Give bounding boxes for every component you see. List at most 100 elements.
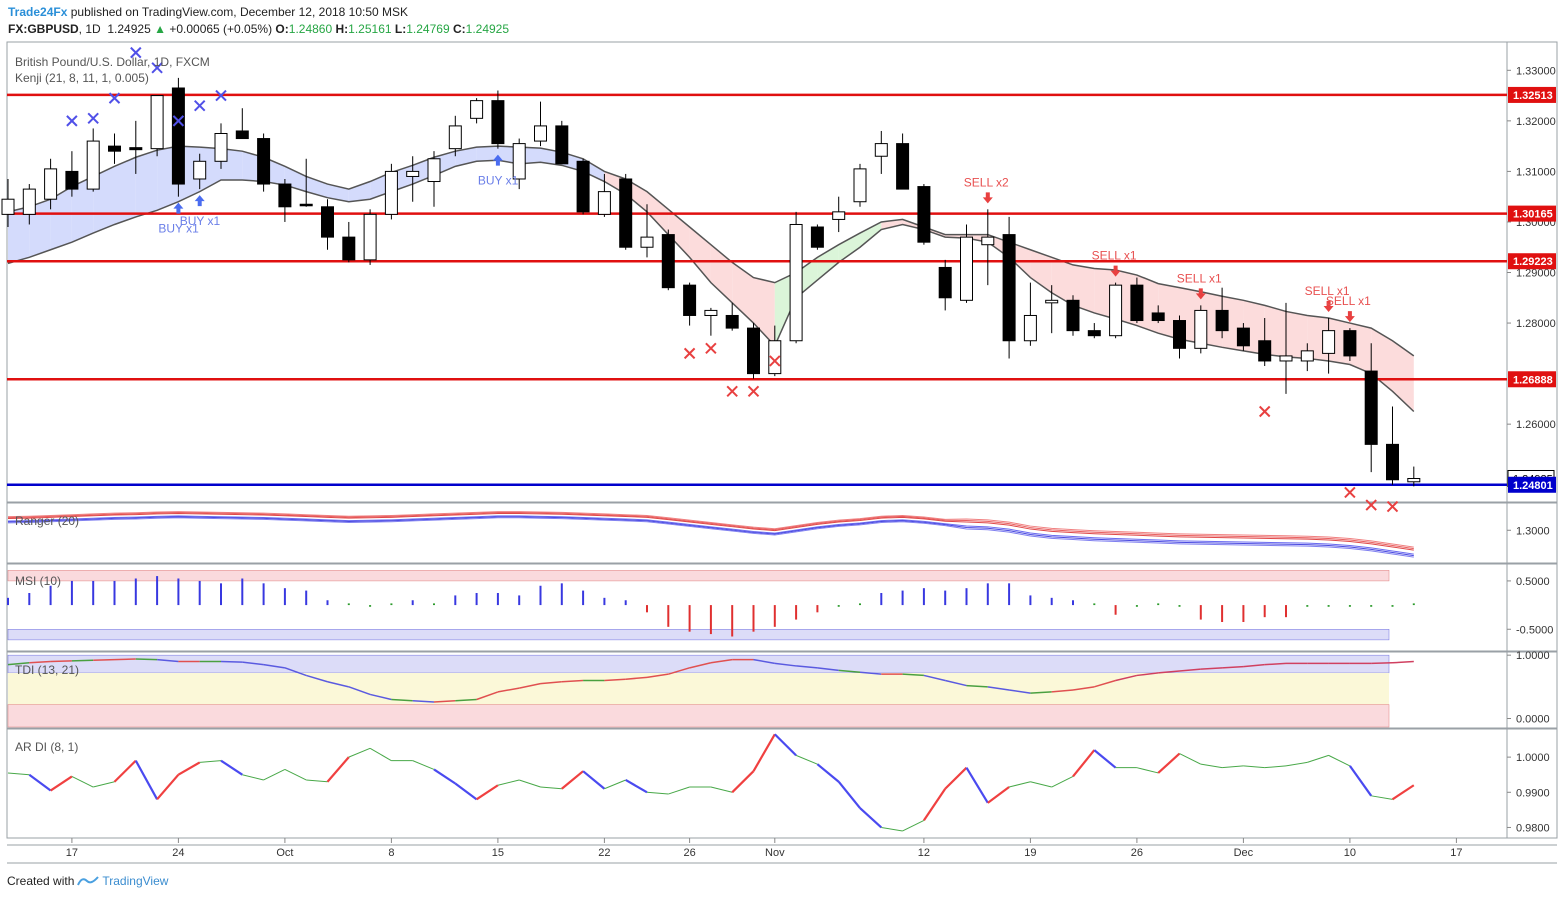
low-label: L: — [394, 22, 407, 36]
ardi-line-segment — [412, 760, 435, 770]
tdi-line-segment — [1371, 662, 1393, 665]
ardi-line-segment — [881, 826, 903, 832]
ardi-line-segment — [369, 747, 392, 762]
cross-stroke-b — [108, 92, 121, 104]
candle-bullish — [44, 168, 58, 200]
high-label: H: — [335, 22, 349, 36]
ardi-line-segment — [71, 776, 94, 788]
candle-bullish — [832, 211, 846, 220]
tdi-axis-label: 0.0000 — [1516, 714, 1550, 726]
main-legend-title: British Pound/U.S. Dollar, 1D, FXCM — [15, 55, 210, 69]
cross-marker-icon — [1365, 499, 1377, 511]
candle-bullish — [363, 213, 377, 261]
pane-frame-4 — [6, 728, 1558, 839]
sell-arrow-icon — [1323, 301, 1334, 312]
level-price-label: 1.29223 — [1513, 256, 1553, 268]
candle-bearish — [129, 147, 143, 151]
publish-header: Trade24Fx published on TradingView.com, … — [8, 5, 408, 19]
tdi-line-segment — [1243, 663, 1265, 668]
tdi-line-segment — [817, 667, 839, 672]
ardi-line-segment — [1307, 754, 1329, 763]
candle-bearish — [1087, 330, 1101, 337]
ardi-line-segment — [668, 786, 690, 795]
sell-arrow-icon — [1110, 265, 1121, 277]
candle-bearish — [491, 100, 505, 145]
tdi-line-segment — [604, 678, 626, 682]
candle-bullish — [534, 125, 547, 142]
ardi-line-segment — [837, 781, 861, 809]
ardi-axis-label: 0.9900 — [1516, 787, 1550, 799]
ranger-band-line — [7, 517, 1414, 558]
kenji-cloud-segment — [860, 221, 882, 248]
high-value: 1.25161 — [348, 22, 392, 36]
ardi-line-segment — [816, 763, 840, 783]
ardi-line-segment — [795, 754, 818, 765]
open-label: O: — [275, 22, 289, 36]
cross-stroke-b — [172, 115, 185, 127]
ranger-band-line — [7, 516, 1414, 557]
ranger-legend: Ranger (20) — [15, 514, 80, 528]
time-axis-label: 19 — [1024, 847, 1036, 859]
cross-marker-icon — [130, 46, 142, 59]
tdi-neutral-zone — [8, 672, 1389, 705]
ardi-line-segment — [1093, 749, 1117, 769]
kenji-cloud-segment — [8, 206, 30, 264]
candle-bearish — [299, 203, 313, 207]
candle-bearish — [1151, 312, 1165, 322]
price-change: +0.00065 (+0.05%) — [169, 22, 273, 36]
tradingview-link[interactable]: TradingView — [102, 874, 169, 888]
candle-bullish — [193, 160, 207, 180]
tdi-line-segment — [114, 658, 136, 661]
tdi-axis-label: 1.0000 — [1516, 650, 1550, 662]
published-text: published on TradingView.com, December 1… — [70, 5, 409, 19]
resistance-price-tag — [1508, 371, 1556, 388]
tdi-line-segment — [305, 674, 328, 683]
close-label: C: — [452, 22, 466, 36]
kenji-cloud-segment — [455, 147, 477, 167]
candle-bearish — [1130, 284, 1144, 322]
ardi-line-segment — [113, 759, 137, 783]
tdi-line-segment — [1094, 679, 1116, 688]
candle-bullish — [1279, 355, 1293, 362]
tdi-line-segment — [29, 660, 51, 664]
created-with-text: Created with — [7, 874, 75, 888]
time-axis-label: Dec — [1234, 847, 1254, 859]
candle-bearish — [1364, 370, 1378, 445]
ardi-line-segment — [475, 784, 499, 801]
cross-stroke-b — [66, 115, 78, 127]
cross-marker-icon — [1258, 405, 1271, 418]
tradingview-logo-icon — [77, 876, 100, 886]
ardi-line-segment — [306, 779, 328, 783]
cross-marker-icon — [769, 355, 781, 367]
tdi-line-segment — [263, 663, 286, 669]
candle-bullish — [1300, 350, 1314, 362]
tdi-line-segment — [93, 658, 115, 661]
ardi-line-segment — [1285, 761, 1308, 767]
ardi-line-segment — [497, 779, 520, 786]
level-price-label: 1.26888 — [1513, 374, 1553, 386]
candle-bearish — [747, 327, 760, 375]
sell-signal-label: SELL x2 — [964, 175, 1009, 189]
ranger-band-line — [7, 512, 1414, 551]
ardi-line-segment — [1072, 749, 1096, 778]
cross-stroke-b — [726, 385, 738, 398]
candle-bearish — [725, 314, 739, 329]
ardi-line-segment — [774, 733, 797, 757]
ardi-line-segment — [199, 760, 222, 763]
tdi-line-segment — [561, 679, 584, 683]
ardi-line-segment — [561, 770, 584, 790]
kenji-cloud-segment — [668, 209, 690, 258]
tdi-line-segment — [220, 660, 243, 663]
tdi-line-segment — [1392, 660, 1414, 664]
cross-stroke-b — [705, 342, 717, 355]
publisher-name[interactable]: Trade24Fx — [8, 5, 68, 19]
ardi-line-segment — [540, 786, 562, 790]
cross-marker-icon — [726, 385, 738, 398]
tdi-line-segment — [50, 660, 72, 663]
candle-bearish — [257, 138, 271, 185]
time-axis-label: 15 — [492, 847, 504, 859]
price-axis-tick-label: 1.26000 — [1516, 419, 1556, 431]
cross-stroke-b — [193, 99, 206, 112]
candle-bearish — [108, 145, 121, 152]
